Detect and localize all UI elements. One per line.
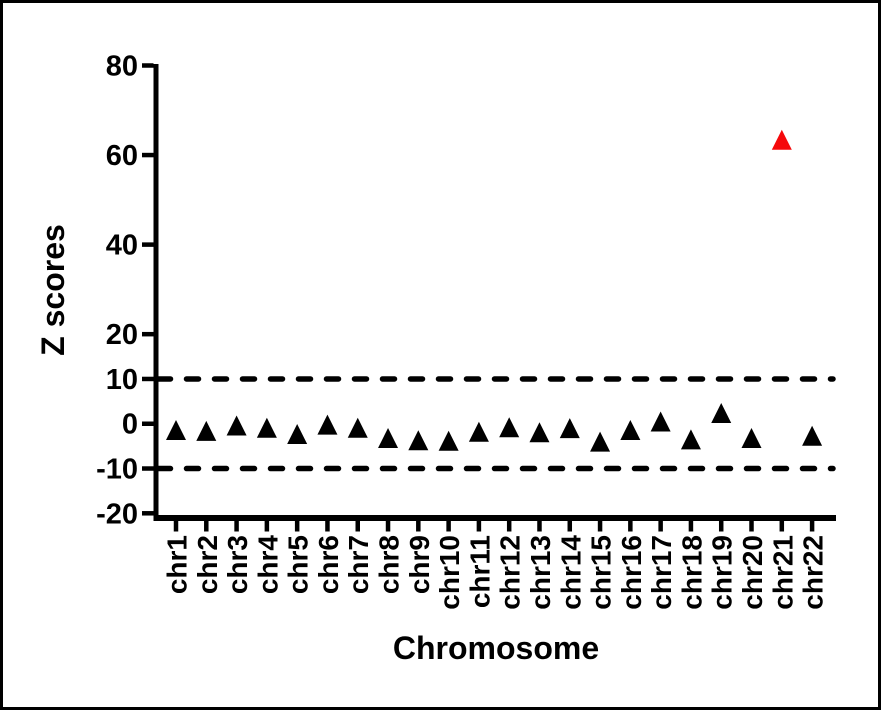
data-point-marker	[166, 419, 186, 440]
x-tick-label: chr18	[676, 535, 707, 610]
y-tick-label: 0	[122, 409, 138, 441]
x-tick-label: chr14	[555, 535, 586, 610]
data-point-marker	[680, 429, 701, 450]
x-tick-label: chr22	[798, 535, 829, 610]
y-tick-label: 10	[106, 364, 138, 396]
data-point-marker	[256, 417, 277, 438]
data-point-marker	[196, 420, 217, 441]
data-points-group	[166, 129, 823, 452]
x-tick-label: chr5	[283, 535, 314, 594]
x-tick-label: chr20	[737, 535, 768, 610]
data-point-marker	[590, 431, 611, 452]
data-point-marker	[529, 422, 550, 443]
data-point-marker	[499, 417, 520, 438]
x-tick-label: chr9	[404, 535, 435, 594]
x-tick-label: chr3	[222, 535, 253, 594]
x-tick-label: chr16	[616, 535, 647, 610]
data-point-marker	[559, 418, 580, 439]
x-tick-label: chr15	[586, 535, 617, 610]
data-point-marker	[741, 428, 762, 449]
y-axis-title: Z scores	[35, 224, 71, 356]
x-tick-label: chr13	[525, 535, 556, 610]
y-axis-ticks-group: 80 60 40 20 10 0 -10 -20	[96, 51, 154, 530]
data-point-marker	[620, 419, 641, 440]
x-tick-label: chr4	[252, 535, 283, 595]
data-point-marker	[802, 425, 823, 446]
data-point-marker	[711, 402, 732, 423]
x-tick-label: chr8	[374, 535, 405, 594]
x-axis-title: Chromosome	[393, 630, 599, 666]
y-tick-label: 40	[106, 230, 138, 262]
threshold-lines-group	[155, 376, 836, 472]
data-point-marker-highlight	[771, 129, 792, 150]
data-point-marker	[317, 414, 338, 435]
y-tick-label: -20	[96, 498, 138, 530]
x-tick-label: chr2	[192, 535, 223, 594]
y-tick-label: -10	[96, 454, 138, 486]
x-tick-label: chr17	[646, 535, 677, 610]
x-axis-ticks-group: chr1 chr2 chr3 chr4 chr5 chr6 chr7 chr8 chr9 chr1…	[162, 521, 829, 610]
x-tick-label: chr1	[162, 535, 193, 594]
x-tick-label: chr12	[495, 535, 526, 610]
data-point-marker	[408, 430, 429, 451]
data-point-marker	[468, 421, 489, 442]
data-point-marker	[287, 423, 308, 444]
data-point-marker	[378, 428, 399, 449]
y-tick-label: 60	[106, 140, 138, 172]
data-point-marker	[347, 417, 368, 438]
x-tick-label: chr6	[313, 535, 344, 594]
data-point-marker	[226, 415, 247, 436]
x-tick-label: chr7	[343, 535, 374, 594]
x-tick-label: chr11	[464, 535, 495, 608]
data-point-marker	[650, 411, 671, 432]
x-tick-label: chr10	[434, 535, 465, 610]
data-point-marker	[438, 430, 459, 451]
y-tick-label: 80	[106, 51, 138, 83]
x-tick-label: chr19	[707, 535, 738, 610]
x-tick-label: chr21	[767, 535, 798, 610]
y-tick-label: 20	[106, 319, 138, 351]
